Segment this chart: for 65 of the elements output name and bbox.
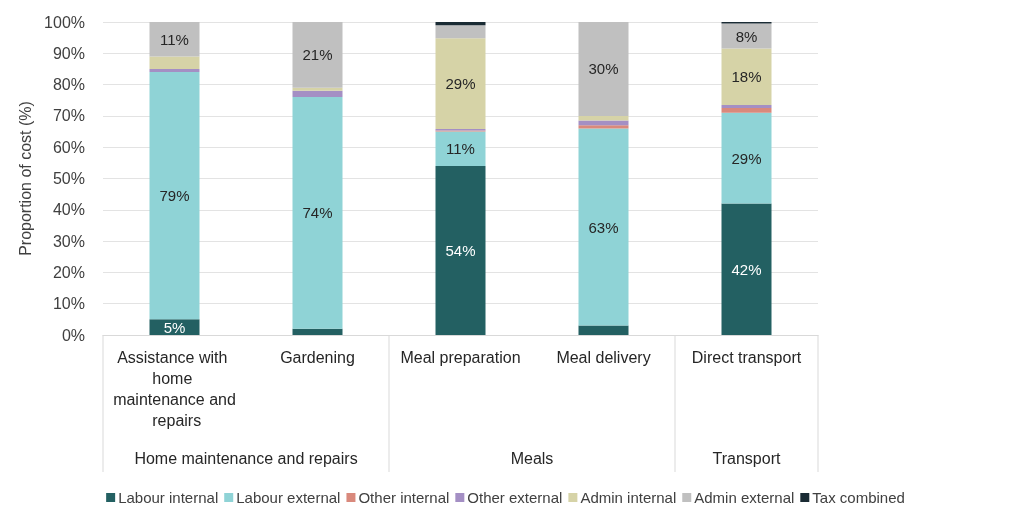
y-tick-label: 0% <box>61 326 85 344</box>
data-label: 11% <box>446 140 475 158</box>
y-tick-label: 40% <box>52 201 85 219</box>
legend-label: Tax combined <box>812 489 905 506</box>
data-label: 63% <box>588 218 619 236</box>
bar <box>149 56 200 69</box>
legend-label: Other internal <box>358 489 450 506</box>
legend-label: Labour external <box>236 489 341 506</box>
bar <box>149 72 200 320</box>
bar <box>292 328 343 335</box>
data-label: 18% <box>731 68 762 86</box>
legend-label: Labour internal <box>118 489 219 506</box>
bar <box>435 25 486 39</box>
x-tick-label: Meal preparation <box>400 349 521 366</box>
bar <box>292 97 343 329</box>
y-tick-label: 80% <box>52 76 85 94</box>
legend-label: Other external <box>467 489 563 506</box>
data-label: 5% <box>163 318 186 336</box>
bar <box>721 48 772 105</box>
x-tick-label: Meal delivery <box>556 349 651 366</box>
data-label: 42% <box>731 260 762 278</box>
legend-label: Admin internal <box>580 489 677 506</box>
y-tick-label: 10% <box>52 295 85 313</box>
bar <box>578 325 629 335</box>
data-label: 30% <box>588 60 619 78</box>
bar <box>292 87 343 91</box>
bar <box>721 203 772 335</box>
y-tick-label: 60% <box>52 138 85 156</box>
data-label: 21% <box>302 46 333 64</box>
data-label: 11% <box>160 30 189 48</box>
text: Meals <box>510 449 554 467</box>
bar <box>721 112 772 204</box>
bar <box>721 108 772 113</box>
y-tick-label: 70% <box>52 107 85 125</box>
bar <box>435 22 486 26</box>
x-tick-label: Direct transport <box>691 349 802 366</box>
bar <box>149 68 200 73</box>
y-tick-label: 100% <box>44 13 85 31</box>
bar <box>435 131 486 166</box>
bar <box>292 22 343 88</box>
bar <box>578 125 629 129</box>
data-label: 8% <box>735 27 758 45</box>
x-tick-label: Gardening <box>280 349 355 366</box>
y-tick-label: 30% <box>52 232 85 250</box>
data-label: 74% <box>302 204 333 222</box>
bar <box>292 90 343 98</box>
bar <box>578 115 629 121</box>
x-tick-label: Assistance with home maintenance and repairs <box>113 349 236 429</box>
legend-label: Admin external <box>694 489 795 506</box>
bar <box>149 22 200 57</box>
y-axis-title: Proportion of cost (%) <box>16 101 34 256</box>
text: Home maintenance and repairs <box>134 449 358 467</box>
y-tick-label: 90% <box>52 44 85 62</box>
data-label: 29% <box>445 75 476 93</box>
bar <box>435 38 486 130</box>
y-tick-label: 50% <box>52 170 85 187</box>
data-label: 54% <box>445 241 476 259</box>
bar <box>578 128 629 326</box>
data-label: 79% <box>159 187 190 205</box>
y-tick-label: 20% <box>52 263 85 281</box>
bar <box>435 165 486 335</box>
bar <box>578 22 629 116</box>
bar <box>721 104 772 109</box>
data-label: 29% <box>731 149 762 167</box>
text: Transport <box>712 449 781 467</box>
